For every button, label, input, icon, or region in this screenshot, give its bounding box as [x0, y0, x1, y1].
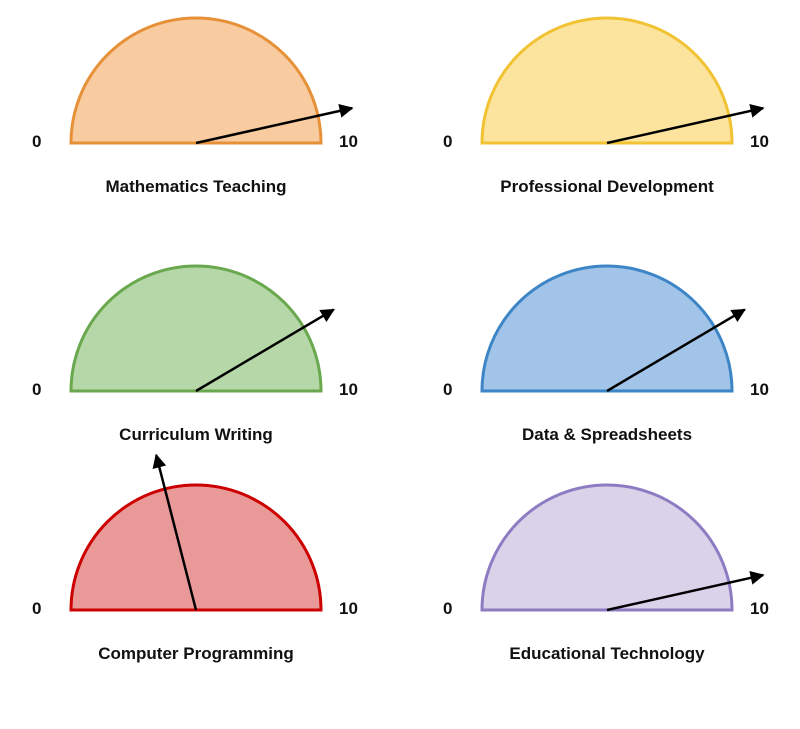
scale-min-label: 0	[32, 380, 42, 399]
gauge-title: Computer Programming	[98, 644, 294, 663]
scale-min-label: 0	[443, 132, 453, 151]
needle-arrow-icon	[606, 104, 765, 145]
needle-arrow-icon	[195, 308, 335, 393]
gauge-title: Mathematics Teaching	[105, 177, 287, 196]
gauge-title: Curriculum Writing	[119, 425, 273, 444]
gauge-1	[480, 16, 765, 145]
gauge-dial	[69, 16, 323, 145]
scale-max-label: 10	[750, 599, 769, 618]
needle-arrow-icon	[606, 308, 746, 393]
scale-min-label: 0	[32, 599, 42, 618]
gauge-dial	[69, 264, 323, 393]
gauge-dial	[480, 16, 734, 145]
scale-max-label: 10	[750, 132, 769, 151]
needle-arrow-icon	[152, 453, 198, 611]
scale-max-label: 10	[339, 132, 358, 151]
gauge-5	[480, 483, 765, 612]
scale-min-label: 0	[443, 380, 453, 399]
scale-max-label: 10	[339, 380, 358, 399]
gauge-title: Data & Spreadsheets	[521, 425, 693, 444]
gauge-2	[69, 264, 335, 393]
gauge-title: Professional Development	[500, 177, 714, 196]
scale-min-label: 0	[32, 132, 42, 151]
gauge-dial	[480, 264, 734, 393]
gauge-3	[480, 264, 746, 393]
gauge-0	[69, 16, 354, 145]
gauge-title: Educational Technology	[509, 644, 705, 663]
gauge-dial	[69, 483, 323, 612]
scale-max-label: 10	[339, 599, 358, 618]
needle-arrow-icon	[606, 571, 765, 612]
scale-min-label: 0	[443, 599, 453, 618]
gauge-dial	[480, 483, 734, 612]
gauge-4	[69, 453, 323, 612]
needle-arrow-icon	[195, 104, 354, 145]
scale-max-label: 10	[750, 380, 769, 399]
